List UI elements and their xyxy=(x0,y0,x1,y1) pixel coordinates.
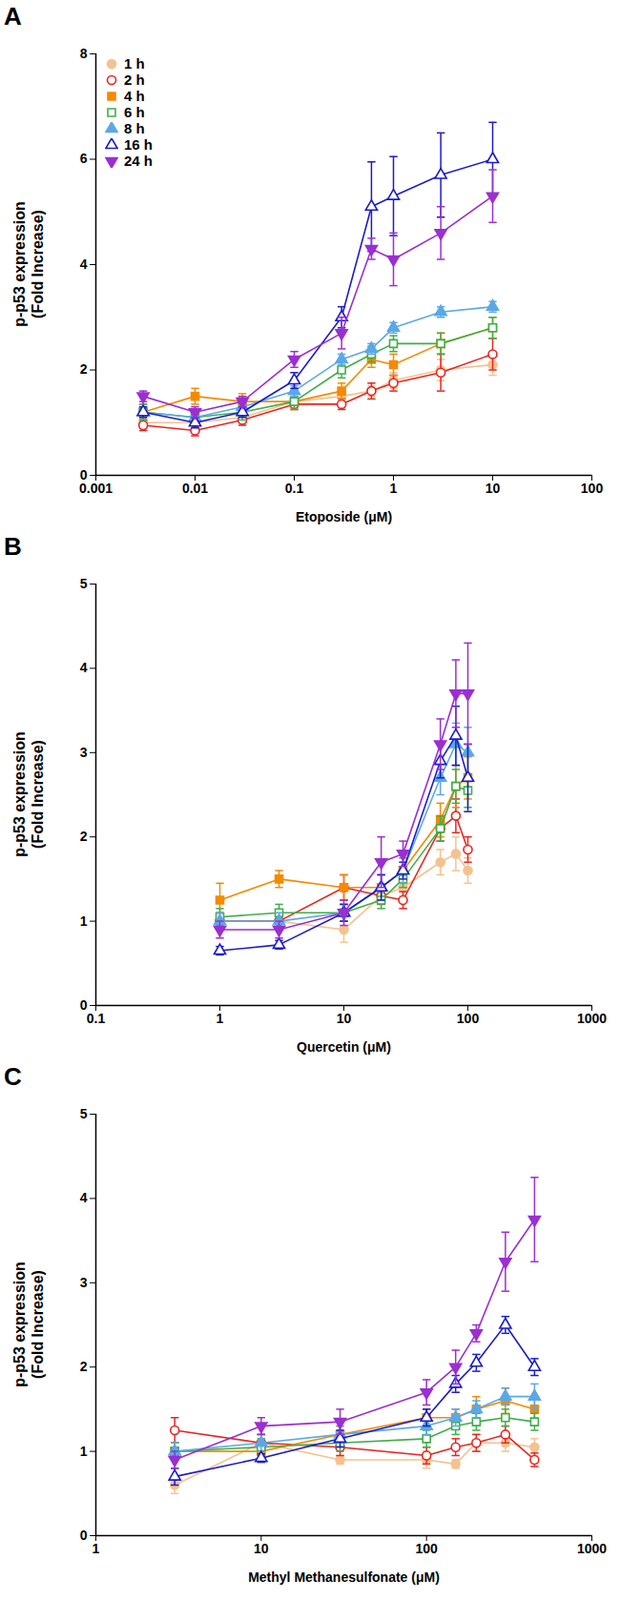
svg-text:100: 100 xyxy=(414,1541,438,1557)
html-text:8 h: 8 h xyxy=(124,120,145,137)
svg-text:10: 10 xyxy=(485,480,501,496)
svg-text:100: 100 xyxy=(456,1011,480,1027)
svg-text:6: 6 xyxy=(80,150,88,166)
svg-text:2: 2 xyxy=(80,361,88,377)
svg-text:5: 5 xyxy=(80,1106,88,1122)
svg-text:3: 3 xyxy=(80,744,88,761)
svg-text:4: 4 xyxy=(80,256,88,272)
svg-text:1: 1 xyxy=(92,1541,101,1557)
svg-text:0.1: 0.1 xyxy=(285,480,305,496)
svg-text:5: 5 xyxy=(80,576,88,592)
svg-text:10: 10 xyxy=(253,1541,269,1557)
html-text:p-p53 expression (Fold Increas: p-p53 expression (Fold Increase) xyxy=(11,201,46,327)
svg-text:Methyl Methanesulfonate (μM): Methyl Methanesulfonate (μM) xyxy=(248,1570,440,1586)
svg-text:1000: 1000 xyxy=(577,1541,607,1557)
svg-text:1: 1 xyxy=(216,1011,225,1027)
svg-text:0: 0 xyxy=(79,467,88,483)
svg-text:Etoposide (μM): Etoposide (μM) xyxy=(295,509,393,525)
html-text:p-p53 expression (Fold Increas: p-p53 expression (Fold Increase) xyxy=(11,731,46,858)
html-text:A: A xyxy=(3,1,22,31)
html-text:2 h: 2 h xyxy=(124,71,145,88)
html-text:4 h: 4 h xyxy=(124,87,145,104)
svg-text:100: 100 xyxy=(580,480,604,496)
svg-text:0: 0 xyxy=(80,1528,88,1544)
html-text:24 h: 24 h xyxy=(124,152,153,169)
html-text:p-p53 expression (Fold Increas: p-p53 expression (Fold Increase) xyxy=(11,1262,46,1388)
svg-text:4: 4 xyxy=(80,660,88,676)
svg-text:1: 1 xyxy=(80,1444,88,1460)
svg-text:1: 1 xyxy=(80,913,88,930)
svg-text:2: 2 xyxy=(80,1359,88,1375)
svg-text:0: 0 xyxy=(79,997,88,1013)
html-text:B: B xyxy=(3,532,22,561)
svg-text:1: 1 xyxy=(390,480,398,496)
svg-text:0.01: 0.01 xyxy=(182,480,208,496)
svg-text:Quercetin (μM): Quercetin (μM) xyxy=(296,1039,392,1055)
html-text:6 h: 6 h xyxy=(124,103,145,121)
svg-text:2: 2 xyxy=(80,828,88,845)
html-text:1 h: 1 h xyxy=(124,55,145,72)
html-text:C: C xyxy=(3,1062,22,1092)
svg-text:8: 8 xyxy=(80,45,88,62)
svg-text:4: 4 xyxy=(80,1190,88,1206)
svg-text:10: 10 xyxy=(336,1011,352,1027)
html-text:16 h: 16 h xyxy=(124,136,153,153)
svg-text:0.1: 0.1 xyxy=(86,1011,106,1027)
svg-text:1000: 1000 xyxy=(577,1011,607,1027)
svg-text:0.001: 0.001 xyxy=(79,480,113,496)
svg-text:3: 3 xyxy=(80,1275,88,1291)
